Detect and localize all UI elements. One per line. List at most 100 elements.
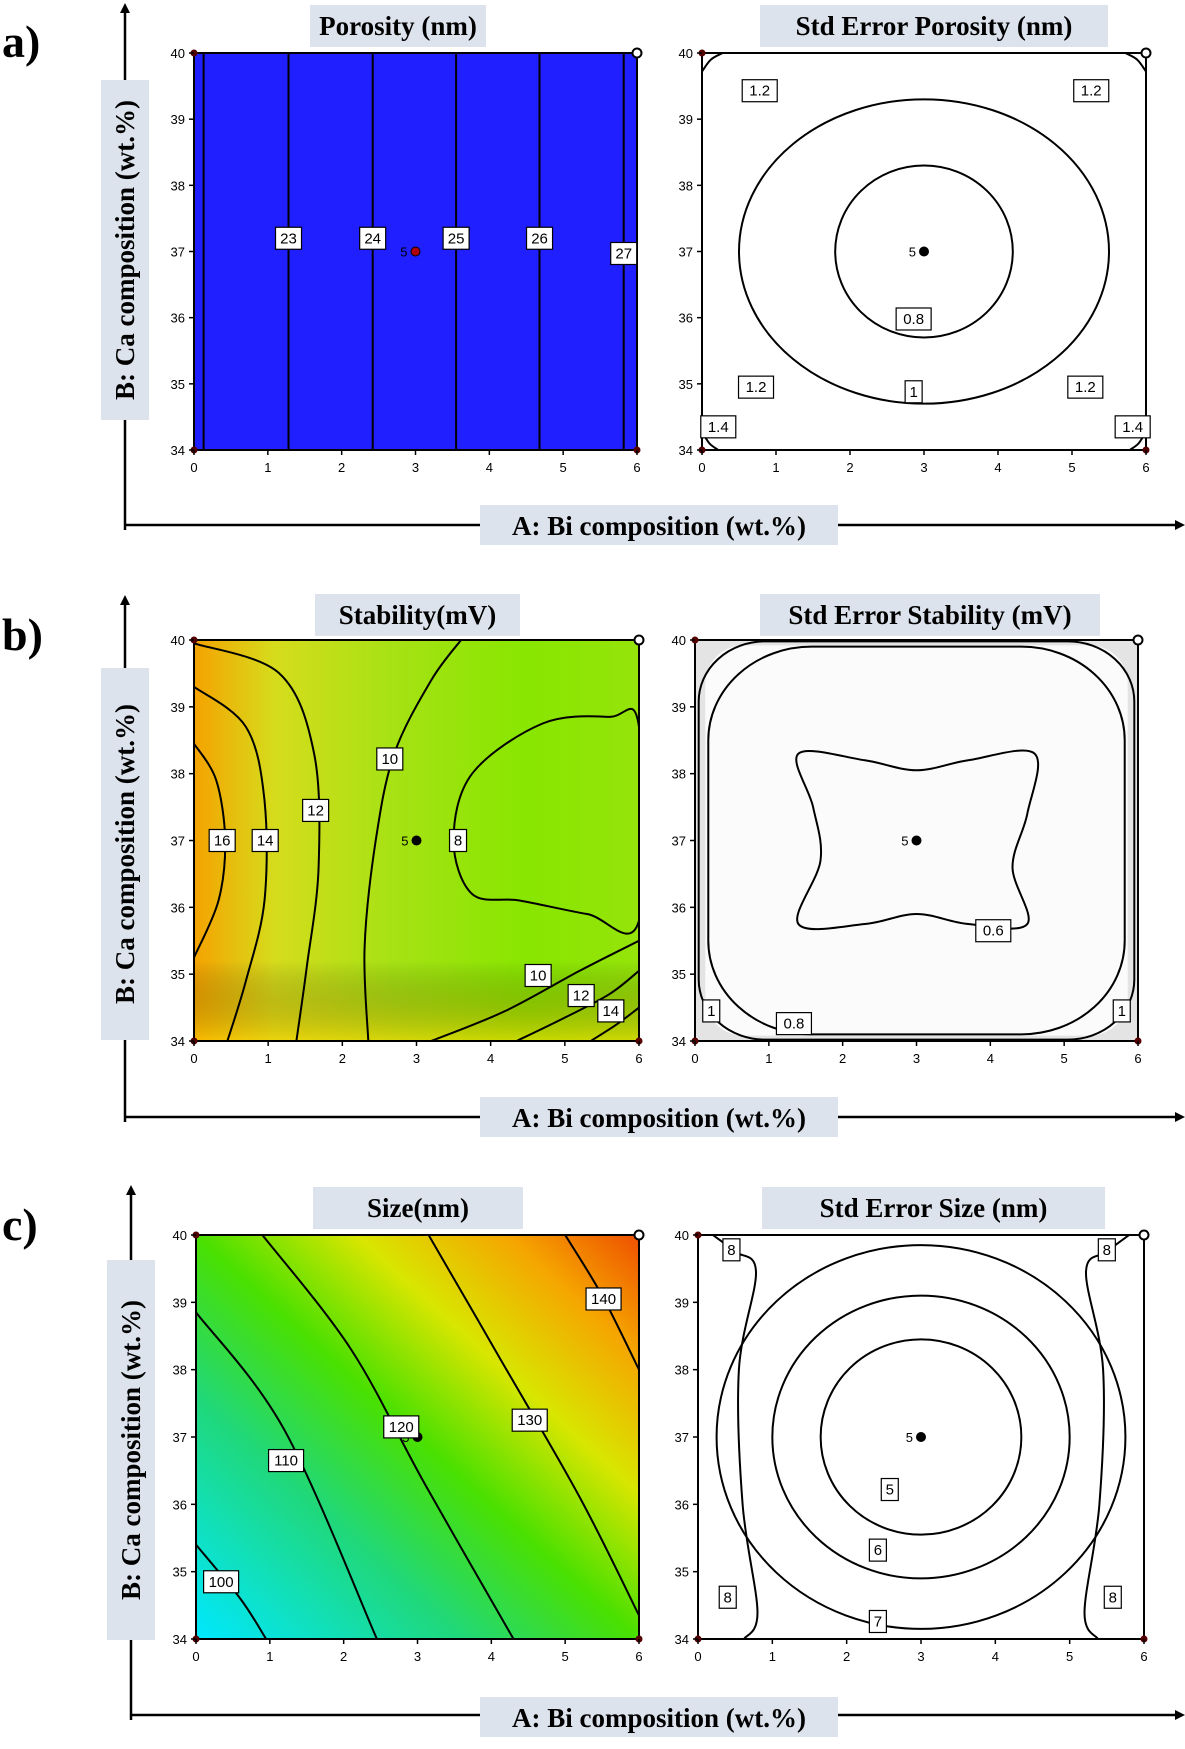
porosity-ytick-label: 34: [171, 443, 185, 458]
std_error_size-contour-label-box: [722, 1238, 741, 1262]
std_error_stability-xtick-label: 2: [839, 1051, 846, 1066]
std_error_size-contour-label-text: 8: [1103, 1242, 1111, 1259]
stability-contour-label-box: [208, 828, 236, 853]
std_error_porosity-contour-label-box: [1067, 375, 1104, 399]
std_error_size-xtick-label: 1: [769, 1649, 776, 1664]
std_error_size-ytick-label: 40: [675, 1228, 689, 1243]
stability-contour-label-text: 10: [530, 968, 547, 985]
std_error_size-contour-label: 8: [1097, 1238, 1116, 1262]
porosity-contour-label-box: [359, 226, 387, 250]
size-xtick-label: 1: [266, 1649, 273, 1664]
std_error_stability-contour-label-text: 1: [1118, 1003, 1126, 1020]
std_error_porosity-xtick-label: 3: [920, 460, 927, 475]
y-axis-title-c: B: Ca composition (wt.%): [116, 1300, 146, 1600]
std_error_size-contour-line: [771, 1294, 1071, 1580]
size-ytick-label: 37: [173, 1430, 187, 1445]
std_error_size-ytick-label: 37: [675, 1430, 689, 1445]
stability-contour-label-text: 16: [214, 833, 231, 850]
std_error_porosity-ytick-label: 34: [679, 443, 693, 458]
stability-contour-label: 10: [376, 747, 404, 771]
stability-corner-point-open: [633, 634, 645, 646]
std_error_stability-xtick-label: 4: [987, 1051, 994, 1066]
std_error_porosity-title-box: [760, 5, 1108, 47]
porosity-contour-label-box: [610, 241, 638, 266]
stability-ytick-label: 39: [171, 700, 185, 715]
std_error_size-contour-label-box: [868, 1538, 887, 1562]
std_error_porosity-contour-label: 1.2: [1073, 79, 1110, 103]
size-corner-point-open: [633, 1229, 645, 1241]
std_error_stability-contour-line: [697, 640, 1136, 1041]
std_error_stability-xtick-label: 0: [691, 1051, 698, 1066]
std_error_porosity-contour-line: [702, 53, 724, 73]
std_error_stability-ytick-label: 35: [672, 967, 686, 982]
stability-xtick-label: 2: [339, 1051, 346, 1066]
stability-contour-label-box: [567, 983, 595, 1008]
std_error_stability-center-point-label: 5: [901, 834, 908, 849]
y-axis-title-b: B: Ca composition (wt.%): [110, 704, 140, 1004]
std_error_size-xtick-label: 0: [694, 1649, 701, 1664]
stability-contour-label-box: [524, 963, 552, 988]
std_error_size-ytick-label: 39: [675, 1295, 689, 1310]
porosity-contour-label-text: 27: [615, 245, 632, 262]
std_error_stability-ytick-label: 39: [672, 700, 686, 715]
std_error_stability-contour-label: 1: [702, 999, 721, 1023]
stability-contour-label-text: 12: [573, 988, 590, 1005]
porosity-center-point-label: 5: [400, 245, 407, 260]
porosity-xtick-label: 4: [486, 460, 493, 475]
stability-contour-line: [363, 640, 462, 1041]
std_error_stability-contour-label-box: [975, 919, 1012, 943]
std_error_stability-ytick-label: 34: [672, 1034, 686, 1049]
panel-letter-b: b): [2, 609, 43, 660]
size-contour-label: 100: [203, 1570, 240, 1594]
std_error_porosity-xtick-label: 5: [1068, 460, 1075, 475]
size-ytick-label: 34: [173, 1632, 187, 1647]
porosity-xtick-label: 3: [412, 460, 419, 475]
porosity-ytick-label: 36: [171, 311, 185, 326]
size-contour-label-text: 140: [591, 1291, 616, 1308]
std_error_porosity-panel: Std Error Porosity (nm)0 1 2 3 4 5 63435363738…: [679, 5, 1152, 475]
std_error_porosity-contour-label-text: 1.2: [1075, 379, 1096, 396]
size-xtick-label: 0: [192, 1649, 199, 1664]
size-contour-label-box: [383, 1415, 420, 1439]
size-ytick-label: 40: [173, 1228, 187, 1243]
size-contour-label-text: 120: [389, 1419, 414, 1436]
std_error_stability-ytick-label: 38: [672, 767, 686, 782]
porosity-contour-label-text: 25: [448, 230, 465, 247]
std_error_porosity-contour-line: [834, 164, 1014, 339]
std_error_porosity-contour-label-text: 0.8: [903, 311, 924, 328]
size-xtick-label: 3: [414, 1649, 421, 1664]
stability-xtick-label: 0: [190, 1051, 197, 1066]
stability-contour-label-text: 8: [454, 833, 462, 850]
std_error_size-contour-label-box: [1097, 1238, 1116, 1262]
porosity-ytick-label: 37: [171, 245, 185, 260]
std_error_porosity-ytick-label: 35: [679, 377, 693, 392]
std_error_size-contour-label-box: [868, 1609, 887, 1634]
std_error_size-center-point-label: 5: [906, 1430, 913, 1445]
stability-ytick-label: 36: [171, 900, 185, 915]
porosity-contour-label-box: [525, 226, 554, 250]
std_error_size-xtick-label: 3: [917, 1649, 924, 1664]
size-contour-label-text: 110: [274, 1453, 298, 1470]
std_error_size-panel: Std Error Size (nm)0 1 2 3 4 5 634353637383940…: [675, 1187, 1150, 1664]
stability-xtick-label: 1: [265, 1051, 272, 1066]
std_error_size-contour-label-box: [880, 1477, 899, 1502]
porosity-contour-label-text: 24: [364, 230, 381, 247]
std_error_stability-contour-line: [795, 749, 1040, 931]
std_error_porosity-contour-label-box: [1073, 79, 1110, 103]
stability-ytick-label: 37: [171, 834, 185, 849]
std_error_stability-corner-point-open: [1132, 634, 1144, 646]
y-axis-title-box-b: [101, 668, 149, 1040]
porosity-xtick-label: 1: [264, 460, 271, 475]
std_error_porosity-contour-label-text: 1.2: [749, 83, 770, 100]
porosity-title: Porosity (nm): [319, 11, 477, 41]
porosity-contour-label-box: [274, 226, 303, 250]
stability-contour-label-text: 12: [307, 802, 324, 819]
std_error_size-xtick-label: 6: [1140, 1649, 1147, 1664]
std_error_stability-center-point: [911, 835, 922, 846]
size-contour-line: [196, 1311, 378, 1639]
stability-center-point-label: 5: [401, 834, 408, 849]
std_error_size-contour-label-text: 6: [874, 1542, 882, 1559]
